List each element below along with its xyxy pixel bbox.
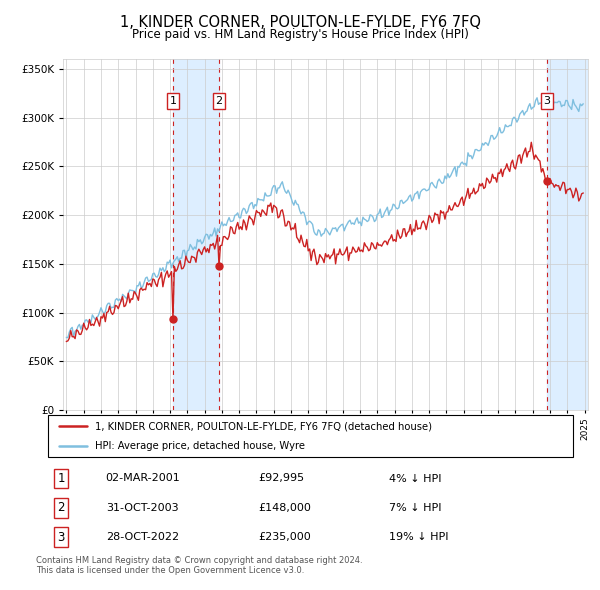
FancyBboxPatch shape <box>48 415 573 457</box>
Text: Contains HM Land Registry data © Crown copyright and database right 2024.: Contains HM Land Registry data © Crown c… <box>36 556 362 565</box>
Text: 3: 3 <box>544 96 551 106</box>
Bar <box>547 59 600 410</box>
Text: £148,000: £148,000 <box>258 503 311 513</box>
Text: This data is licensed under the Open Government Licence v3.0.: This data is licensed under the Open Gov… <box>36 566 304 575</box>
Text: 2: 2 <box>58 502 65 514</box>
Text: 1, KINDER CORNER, POULTON-LE-FYLDE, FY6 7FQ: 1, KINDER CORNER, POULTON-LE-FYLDE, FY6 … <box>119 15 481 30</box>
Text: £92,995: £92,995 <box>258 474 304 483</box>
Text: 2: 2 <box>215 96 223 106</box>
Text: 1: 1 <box>170 96 176 106</box>
Text: 3: 3 <box>58 530 65 543</box>
Text: 28-OCT-2022: 28-OCT-2022 <box>106 532 179 542</box>
Text: 19% ↓ HPI: 19% ↓ HPI <box>389 532 449 542</box>
Text: 02-MAR-2001: 02-MAR-2001 <box>106 474 181 483</box>
Text: 4% ↓ HPI: 4% ↓ HPI <box>389 474 442 483</box>
Text: £235,000: £235,000 <box>258 532 311 542</box>
Text: 1, KINDER CORNER, POULTON-LE-FYLDE, FY6 7FQ (detached house): 1, KINDER CORNER, POULTON-LE-FYLDE, FY6 … <box>95 421 432 431</box>
Text: 31-OCT-2003: 31-OCT-2003 <box>106 503 178 513</box>
Text: Price paid vs. HM Land Registry's House Price Index (HPI): Price paid vs. HM Land Registry's House … <box>131 28 469 41</box>
Text: 1: 1 <box>58 472 65 485</box>
Bar <box>173 59 219 410</box>
Text: 7% ↓ HPI: 7% ↓ HPI <box>389 503 442 513</box>
Text: HPI: Average price, detached house, Wyre: HPI: Average price, detached house, Wyre <box>95 441 305 451</box>
